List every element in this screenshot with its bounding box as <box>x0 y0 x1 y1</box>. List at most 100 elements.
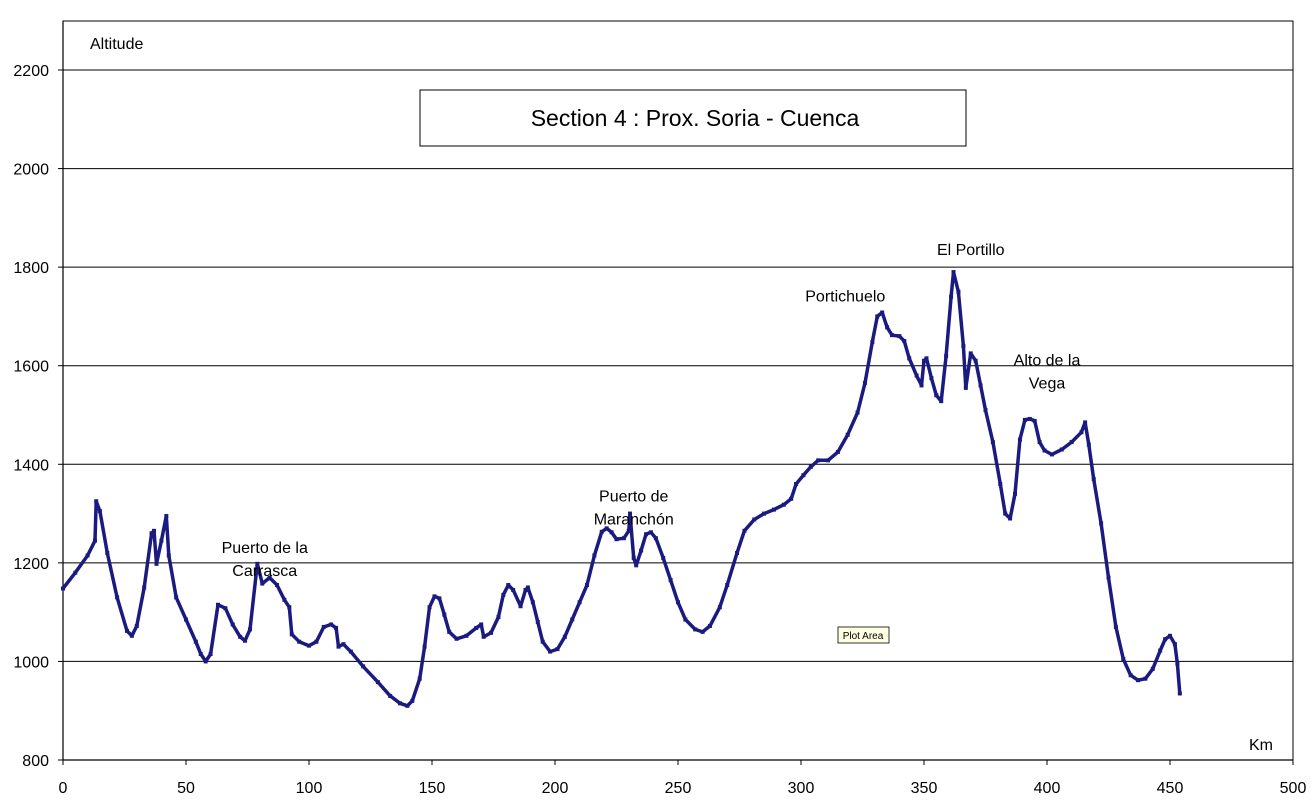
data-point <box>1099 521 1104 526</box>
data-point <box>1049 452 1054 457</box>
data-point <box>1037 440 1042 445</box>
annotation-label: Carrasca <box>232 563 297 580</box>
data-point <box>862 380 867 385</box>
data-point <box>870 340 875 345</box>
data-point <box>1083 420 1088 425</box>
data-point <box>1172 642 1177 647</box>
data-point <box>223 606 228 611</box>
data-point <box>422 644 427 649</box>
data-point <box>875 314 880 319</box>
data-point <box>1008 516 1013 521</box>
data-point <box>1113 624 1118 629</box>
data-point <box>929 376 934 381</box>
data-point <box>530 600 535 605</box>
data-point <box>159 538 164 543</box>
data-point <box>771 507 776 512</box>
data-point <box>479 622 484 627</box>
data-point <box>725 583 730 588</box>
data-point <box>907 356 912 361</box>
data-point <box>998 482 1003 486</box>
data-point <box>454 636 459 641</box>
data-point <box>417 676 422 681</box>
data-point <box>348 649 353 654</box>
data-point <box>501 592 506 597</box>
data-point <box>149 531 154 536</box>
y-tick-label: 1000 <box>13 654 49 671</box>
data-point <box>1069 440 1074 445</box>
data-point <box>626 528 631 533</box>
data-point <box>956 289 961 294</box>
x-axis-label: Km <box>1249 737 1273 754</box>
y-tick-label: 2200 <box>13 63 49 80</box>
annotation-label: Maranchón <box>594 511 674 528</box>
x-tick-label: 350 <box>911 780 938 797</box>
data-point <box>609 530 614 535</box>
chart-title-box: Section 4 : Prox. Soria - Cuenca <box>419 89 967 147</box>
x-tick-label: 200 <box>542 780 569 797</box>
data-point <box>1163 637 1168 642</box>
data-point <box>92 538 97 543</box>
data-point <box>944 353 949 358</box>
data-point <box>914 373 919 378</box>
data-point <box>584 583 589 588</box>
data-point <box>628 511 633 516</box>
data-point <box>267 575 272 580</box>
data-point <box>700 629 705 634</box>
data-point <box>919 383 924 388</box>
data-point <box>152 528 157 533</box>
data-point <box>518 604 523 609</box>
data-point <box>835 449 840 454</box>
data-point <box>1017 437 1022 442</box>
data-point <box>1143 676 1148 681</box>
data-point <box>1022 417 1027 422</box>
x-tick-labels: 0 50 100 150 200 250 300 350 400 450 500 <box>59 780 1307 797</box>
data-point <box>801 473 806 478</box>
data-point <box>968 351 973 356</box>
data-point <box>653 536 658 541</box>
data-point <box>198 652 203 657</box>
y-tick-label: 1600 <box>13 359 49 376</box>
data-point <box>341 642 346 647</box>
x-tick-label: 250 <box>665 780 692 797</box>
data-point <box>203 659 208 664</box>
data-point <box>781 502 786 507</box>
data-point <box>432 594 437 599</box>
y-tick-label: 1800 <box>13 260 49 277</box>
data-point <box>255 561 260 566</box>
data-point <box>548 649 553 654</box>
data-point <box>297 639 302 644</box>
data-point <box>676 600 680 605</box>
data-point <box>808 464 813 469</box>
data-point <box>375 680 380 685</box>
data-point <box>978 383 983 388</box>
data-point <box>540 639 545 644</box>
data-point <box>631 555 636 560</box>
data-point <box>922 358 926 363</box>
data-point <box>85 553 90 558</box>
x-tick-label: 150 <box>419 780 446 797</box>
data-point <box>562 634 567 639</box>
data-point <box>1150 666 1155 671</box>
data-point <box>661 555 666 560</box>
x-tick-label: 300 <box>788 780 815 797</box>
y-tick-label: 1200 <box>13 556 49 573</box>
data-point <box>243 638 248 643</box>
data-point <box>934 393 939 398</box>
data-point <box>166 553 171 558</box>
data-point <box>789 496 794 501</box>
y-tick-label: 2000 <box>13 162 49 179</box>
data-point <box>1013 491 1018 496</box>
data-point <box>742 528 747 533</box>
x-tick-label: 400 <box>1034 780 1061 797</box>
data-point <box>474 625 479 630</box>
series-altitude <box>61 270 1182 708</box>
data-point <box>506 583 511 588</box>
data-point <box>816 458 821 463</box>
data-point <box>73 570 78 575</box>
data-point <box>794 482 799 486</box>
annotation-label: Puerto de la <box>222 540 308 557</box>
x-tick-label: 100 <box>296 780 323 797</box>
data-point <box>410 698 415 703</box>
peak-annotations: Puerto de la Carrasca Puerto de Maranchón Po… <box>222 242 1081 580</box>
x-tick-label: 450 <box>1157 780 1184 797</box>
